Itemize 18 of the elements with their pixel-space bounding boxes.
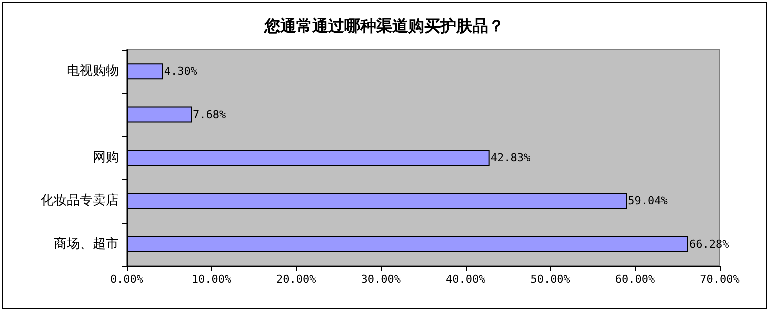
y-tick-label: 商场、超市 — [54, 236, 119, 252]
y-tick-label: 电视购物 — [67, 64, 119, 80]
x-tick-label: 60.00% — [615, 273, 656, 286]
y-tick-label: 化妆品专卖店 — [41, 192, 119, 209]
x-tick-label: 0.00% — [110, 273, 144, 286]
y-tick-label: 网购 — [93, 150, 119, 166]
x-tick-label: 70.00% — [700, 273, 740, 286]
data-label: 4.30% — [164, 65, 198, 78]
data-label: 7.68% — [193, 108, 227, 122]
data-label: 66.28% — [689, 238, 730, 251]
data-label: 42.83% — [490, 152, 531, 164]
chart-title: 您通常通过哪种渠道购买护肤品？ — [264, 16, 504, 36]
x-tick-label: 20.00% — [276, 273, 317, 286]
x-tick-label: 30.00% — [361, 273, 402, 286]
data-label: 59.04% — [628, 194, 668, 208]
x-tick-label: 50.00% — [530, 273, 571, 286]
x-tick-label: 10.00% — [192, 273, 232, 286]
x-tick-label: 40.00% — [446, 273, 486, 286]
